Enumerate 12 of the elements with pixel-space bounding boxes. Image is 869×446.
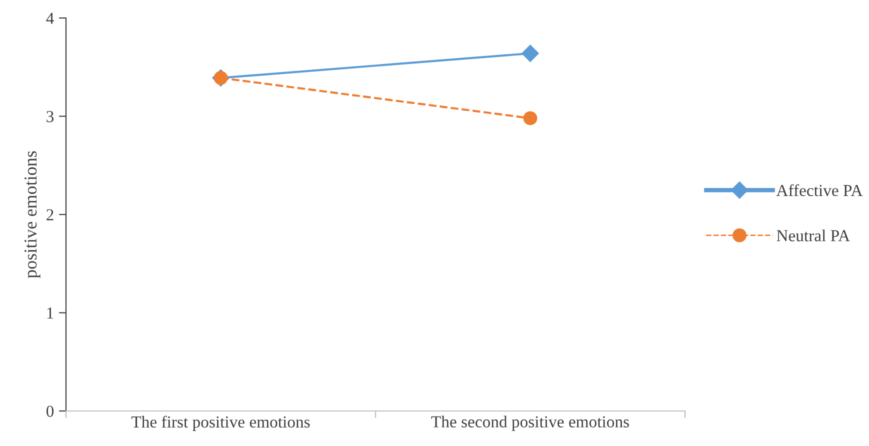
y-tick-label: 1 xyxy=(47,308,54,319)
point xyxy=(523,111,538,126)
y-tick-label: 2 xyxy=(46,209,54,220)
point xyxy=(522,44,539,62)
legend-label: Neutral PA xyxy=(776,230,850,242)
y-axis-title: positive emotions xyxy=(24,151,40,278)
y-tick-label: 4 xyxy=(46,12,54,24)
x-tick-label: The first positive emotions xyxy=(131,416,310,432)
legend-label: Affective PA xyxy=(776,184,863,196)
x-tick-label: The second positive emotions xyxy=(431,416,629,431)
y-tick-label: 0 xyxy=(46,406,54,417)
y-tick-label: 3 xyxy=(46,110,54,122)
